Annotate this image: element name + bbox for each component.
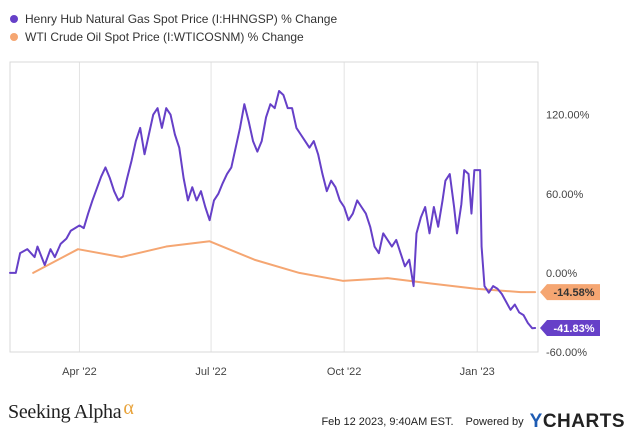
end-badge-label: -41.83% xyxy=(554,323,595,335)
series-line-crude-oil[interactable] xyxy=(32,240,537,294)
y-tick-label: -60.00% xyxy=(546,347,587,359)
legend-swatch-natural-gas xyxy=(10,15,18,23)
end-badge-shape xyxy=(540,320,600,337)
legend-label-natural-gas: Henry Hub Natural Gas Spot Price (I:HHNG… xyxy=(25,12,338,26)
seeking-alpha-logo[interactable]: Seeking Alpha α xyxy=(8,397,134,424)
y-tick-label: 0.00% xyxy=(546,268,577,280)
y-tick-label: 120.00% xyxy=(546,110,590,122)
gridlines xyxy=(78,62,478,352)
powered-by-text: Powered by xyxy=(465,416,524,428)
ycharts-logo[interactable]: YCHARTS xyxy=(530,411,625,433)
x-tick-label: Oct '22 xyxy=(327,366,362,378)
ycharts-y-mark: Y xyxy=(529,411,543,432)
timestamp: Feb 12 2023, 9:40AM EST. xyxy=(321,416,454,428)
legend-label-crude-oil: WTI Crude Oil Spot Price (I:WTICOSNM) % … xyxy=(25,30,304,44)
legend: Henry Hub Natural Gas Spot Price (I:HHNG… xyxy=(10,10,337,46)
x-axis: Apr '22 Jul '22 Oct '22 Jan '23 xyxy=(62,366,495,378)
end-badge-label: -14.58% xyxy=(554,287,595,299)
end-badge-shape xyxy=(540,284,600,301)
y-axis: 120.00% 60.00% 0.00% -60.00% xyxy=(546,110,590,359)
series-line-natural-gas[interactable] xyxy=(9,90,537,330)
ycharts-wordmark-rest: CHARTS xyxy=(542,411,625,432)
brand-name: Seeking Alpha xyxy=(8,401,122,423)
legend-item-crude-oil[interactable]: WTI Crude Oil Spot Price (I:WTICOSNM) % … xyxy=(10,28,337,46)
plot-frame xyxy=(9,61,539,353)
end-value-badges: -41.83% -14.58% xyxy=(540,284,600,337)
legend-item-natural-gas[interactable]: Henry Hub Natural Gas Spot Price (I:HHNG… xyxy=(10,10,337,28)
alpha-symbol: α xyxy=(123,397,134,419)
footer-attribution: Feb 12 2023, 9:40AM EST. Powered by YCHA… xyxy=(321,409,625,433)
x-tick-label: Jan '23 xyxy=(460,366,495,378)
end-badge-natural-gas: -41.83% xyxy=(540,320,600,337)
y-tick-label: 60.00% xyxy=(546,189,584,201)
legend-swatch-crude-oil xyxy=(10,33,18,41)
end-badge-crude-oil: -14.58% xyxy=(540,284,600,301)
x-tick-label: Jul '22 xyxy=(195,366,226,378)
x-tick-label: Apr '22 xyxy=(62,366,97,378)
series-lines xyxy=(9,90,537,330)
